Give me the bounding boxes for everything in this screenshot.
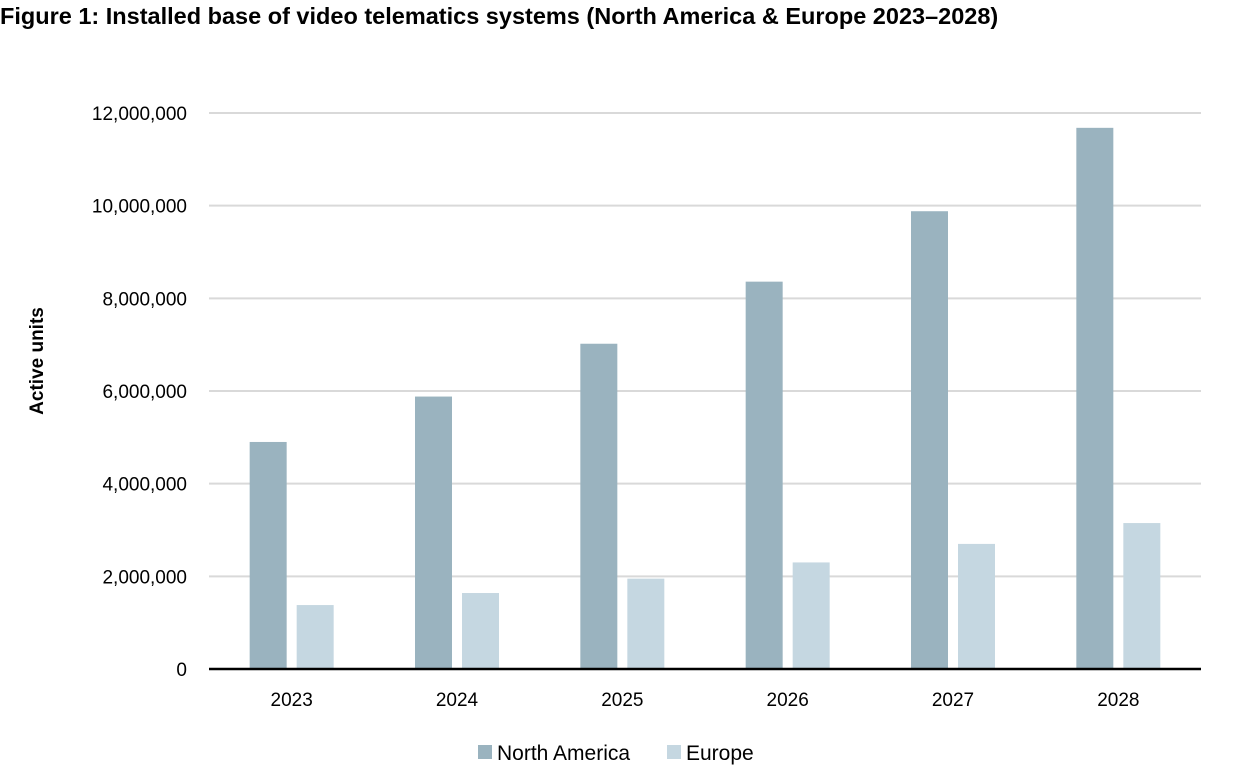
bar-europe-2026 [792, 562, 830, 669]
bar-europe-2024 [462, 593, 499, 669]
x-tick-label: 2025 [601, 690, 643, 711]
x-tick-label: 2024 [436, 690, 479, 711]
gridlines [209, 112, 1201, 578]
y-axis-label: Active units [27, 307, 48, 415]
y-tick-labels: 0 2,000,000 4,000,000 6,000,000 8,000,000 10,… [92, 104, 187, 681]
x-tick-labels: 2023 2024 2025 2026 2027 2028 [271, 690, 1140, 711]
bar-north-america-2025 [580, 343, 618, 669]
legend-swatch [667, 745, 681, 759]
bar-europe-2025 [627, 578, 665, 669]
bar-north-america-2026 [745, 281, 783, 669]
y-tick-label: 8,000,000 [102, 289, 187, 310]
legend-label: North America [497, 742, 630, 765]
bar-north-america-2023 [249, 441, 287, 669]
y-tick-label: 10,000,000 [92, 197, 187, 218]
bars [249, 127, 1161, 670]
legend-swatch [478, 745, 492, 759]
bar-europe-2023 [296, 605, 334, 669]
legend-label: Europe [686, 742, 754, 765]
bar-north-america-2028 [1076, 127, 1114, 670]
bar-europe-2028 [1123, 523, 1161, 669]
bar-europe-2027 [958, 543, 995, 669]
x-tick-label: 2026 [767, 690, 809, 711]
chart-title: Figure 1: Installed base of video telema… [0, 3, 999, 29]
legend: North America Europe [478, 742, 754, 765]
bar-north-america-2024 [415, 396, 452, 669]
y-tick-label: 4,000,000 [102, 475, 187, 496]
bar-north-america-2027 [911, 211, 948, 669]
x-tick-label: 2023 [271, 690, 313, 711]
x-tick-label: 2027 [932, 690, 974, 711]
x-tick-label: 2028 [1097, 690, 1139, 711]
y-tick-label: 0 [176, 660, 187, 681]
y-tick-label: 6,000,000 [102, 382, 187, 403]
y-tick-label: 12,000,000 [92, 104, 187, 125]
y-tick-label: 2,000,000 [102, 567, 187, 588]
